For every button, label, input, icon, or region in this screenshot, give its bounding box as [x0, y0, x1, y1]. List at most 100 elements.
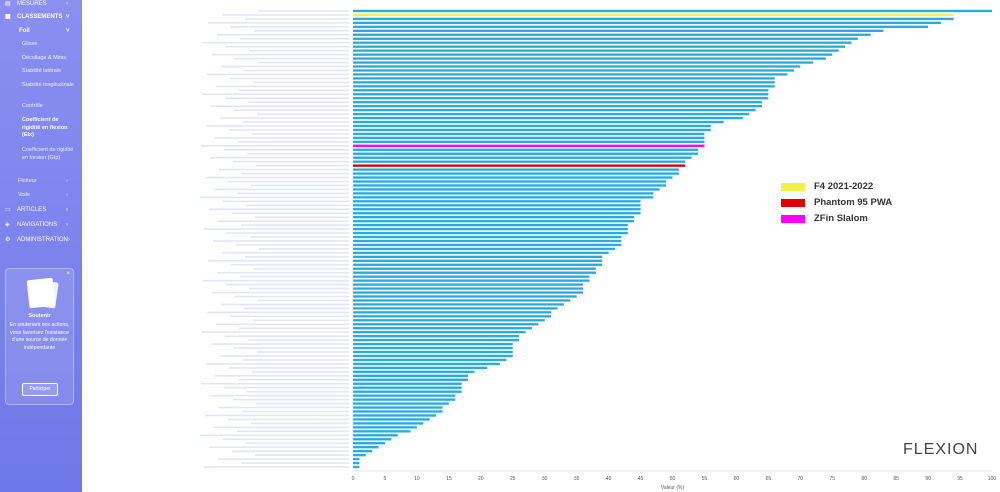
x-tick-label: 15 [446, 476, 452, 482]
sidebar-subitem-stabilite-laterale[interactable]: Stabilité latérale [22, 68, 62, 74]
bar-label-blurred [248, 339, 349, 341]
highlighted-bar [353, 144, 705, 147]
chevron-right-icon: › [66, 178, 68, 184]
sidebar-subitem-stabilite-longitudinale[interactable]: Stabilité longitudinale [22, 82, 74, 88]
bar-label-blurred [233, 160, 349, 163]
sidebar-item-flotteur[interactable]: Flotteur › [18, 178, 78, 186]
x-tick-label: 40 [606, 476, 612, 482]
bar [353, 176, 673, 179]
x-tick-label: 0 [352, 476, 355, 482]
bar [353, 465, 360, 469]
sidebar-item-label: NAVIGATIONS [17, 222, 58, 228]
bar [353, 89, 769, 92]
bar [353, 295, 577, 298]
bar-label-blurred [240, 37, 349, 40]
bar [353, 307, 558, 310]
bar [353, 17, 954, 21]
bar [353, 446, 379, 449]
bar-label-blurred [246, 204, 349, 207]
bar [353, 461, 360, 465]
support-text: En soutenant nos actions, vous favorisez… [9, 322, 70, 351]
participer-button[interactable]: Participer [22, 383, 58, 396]
bar [353, 104, 762, 108]
bar [353, 172, 679, 175]
bar-label-blurred [234, 347, 349, 349]
bar-label-blurred [229, 367, 349, 369]
bar-label-blurred [217, 33, 349, 36]
bar [353, 374, 469, 377]
bar [353, 263, 603, 266]
bar [353, 346, 513, 350]
legend-label: F4 2021-2022 [814, 181, 874, 192]
x-tick-label: 25 [510, 476, 516, 482]
bar [353, 208, 641, 211]
sidebar-subitem-decollage[interactable]: Décollage & Minis [22, 55, 67, 61]
bar [353, 132, 705, 136]
close-icon[interactable]: × [66, 271, 70, 277]
bar [353, 378, 469, 381]
bar-label-blurred [258, 61, 349, 64]
bar [353, 382, 462, 385]
bar [353, 57, 826, 60]
bar-label-blurred [219, 406, 349, 409]
chevron-right-icon: › [66, 1, 68, 7]
bar [353, 231, 628, 235]
bar-label-blurred [215, 137, 349, 139]
bar-label-blurred [226, 283, 349, 286]
bar-label-blurred [243, 359, 349, 361]
bar [353, 49, 839, 52]
bar [353, 323, 539, 326]
bar-label-blurred [203, 41, 349, 44]
bar [353, 247, 615, 251]
bar-label-blurred [204, 228, 349, 230]
bar [353, 354, 513, 358]
chevron-right-icon: › [66, 192, 68, 198]
bar [353, 259, 603, 262]
bar [353, 449, 373, 453]
compass-icon: ◈ [5, 222, 10, 228]
bar [353, 457, 360, 461]
bar [353, 422, 424, 425]
bar-label-blurred [259, 248, 349, 250]
sidebar-subitem-rigidite-flexion[interactable]: Coefficient de rigidité en flexion (EIx) [22, 117, 68, 138]
sidebar-subitem-glisse[interactable]: Glisse [22, 41, 38, 47]
bar [353, 235, 622, 239]
bar-label-blurred [209, 446, 349, 448]
bar [353, 430, 411, 433]
bar [353, 453, 366, 457]
bar-label-blurred [244, 69, 349, 72]
legend-entry: F4 2021-2022 [781, 181, 941, 195]
sidebar-item-voile[interactable]: Voile › [18, 192, 78, 200]
bar-label-blurred [252, 133, 349, 135]
bar [353, 65, 801, 68]
bar [353, 37, 858, 40]
bar-label-blurred [225, 97, 349, 100]
bar-label-blurred [205, 414, 349, 417]
bar-label-blurred [201, 145, 349, 147]
bar [353, 61, 814, 64]
bar-label-blurred [231, 263, 349, 266]
bar-label-blurred [216, 323, 349, 326]
bar-label-blurred [204, 466, 349, 468]
bar [353, 390, 462, 393]
bar [353, 152, 699, 155]
bar [353, 223, 628, 227]
bar [353, 128, 711, 132]
sidebar-subitem-controle[interactable]: Contrôle [22, 103, 43, 109]
bar [353, 311, 552, 314]
bar-label-blurred [208, 260, 349, 262]
bar [353, 327, 532, 330]
bar [353, 279, 590, 282]
sidebar-subitem-rigidite-torsion[interactable]: Coefficient de rigidité en torsion (GIp) [22, 147, 74, 161]
highlighted-bar [353, 164, 686, 167]
bar [353, 25, 929, 29]
flexion-bar-chart: 0 5 10 15 20 25 30 35 40 45 50 55 60 65 70 75 80 85 90 95 10… [200, 9, 996, 491]
bar [353, 315, 552, 318]
x-tick-label: 70 [798, 476, 804, 482]
bar-label-blurred [209, 208, 349, 211]
bar-label-blurred [238, 141, 349, 143]
bar-label-blurred [205, 176, 349, 179]
bar-label-blurred [224, 148, 349, 151]
bar [353, 414, 437, 417]
x-tick-label: 95 [957, 476, 963, 482]
